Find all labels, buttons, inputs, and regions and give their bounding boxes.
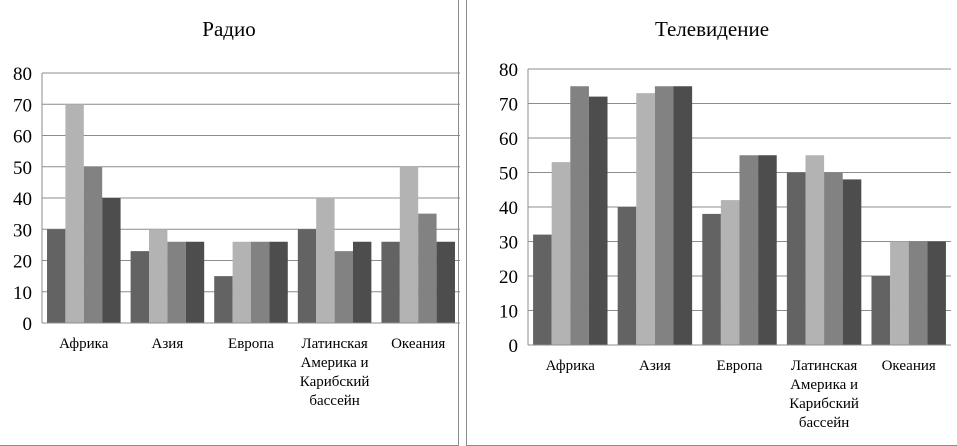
bar [842, 179, 862, 345]
bar [617, 207, 637, 345]
chart-title: Радио [202, 17, 256, 41]
bar [185, 241, 205, 323]
x-tick-label-line: Африка [546, 358, 596, 374]
bar [570, 86, 589, 345]
bar [720, 200, 740, 345]
x-tick-label: Африка [59, 336, 109, 352]
x-tick-label: Океания [882, 358, 936, 374]
y-tick-label: 80 [499, 60, 518, 81]
y-tick-label: 60 [13, 127, 32, 148]
bar [269, 241, 288, 323]
bar [167, 241, 186, 323]
bar [316, 198, 335, 323]
x-tick-label: Латинская Америка и Карибский бассейн [300, 336, 370, 409]
x-tick-label-line: Океания [391, 336, 445, 352]
x-tick-label: Азия [152, 336, 184, 352]
y-tick-label: 60 [499, 129, 518, 150]
y-tick-label: 20 [499, 267, 518, 288]
y-tick-label: 50 [13, 158, 32, 179]
bar [102, 198, 121, 323]
bar [65, 104, 84, 323]
bar [824, 172, 843, 345]
bar [927, 241, 946, 345]
x-tick-label-line: Латинская [301, 336, 367, 352]
chart-panel-tv: Телевидение 0 10 20 30 40 50 60 70 80 Африка Азия Е… [466, 0, 957, 446]
x-tick-label-line: Азия [639, 358, 671, 374]
x-tick-label: Европа [228, 336, 274, 352]
bar [786, 172, 806, 345]
y-tick-label: 70 [499, 95, 518, 116]
x-tick-label-line: Латинская [791, 358, 857, 374]
x-tick-label-line: Азия [152, 336, 184, 352]
bar [334, 251, 353, 323]
x-tick-label-line: бассейн [799, 415, 850, 431]
bar [297, 229, 317, 323]
bar [418, 213, 437, 323]
x-tick-label-line: Европа [228, 336, 274, 352]
bar [47, 229, 66, 323]
bar [551, 162, 571, 345]
bar [533, 234, 552, 345]
x-tick-label: Латинская Америка и Карибский бассейн [789, 358, 859, 431]
y-tick-label: 10 [13, 283, 32, 304]
y-tick-label: 0 [23, 314, 33, 335]
bar [149, 229, 168, 323]
bar [702, 213, 721, 345]
chart-title: Телевидение [654, 17, 770, 41]
y-tick-label: 20 [13, 252, 32, 273]
y-tick-label: 50 [499, 164, 518, 185]
bar [758, 155, 777, 345]
bar [399, 166, 419, 323]
y-tick-label: 70 [13, 95, 32, 116]
y-tick-label: 30 [499, 233, 518, 254]
x-tick-label: Океания [391, 336, 445, 352]
bar [381, 241, 400, 323]
x-tick-label: Азия [639, 358, 671, 374]
x-tick-label-line: Карибский [300, 374, 370, 390]
y-tick-label: 40 [13, 189, 32, 210]
bar [130, 251, 150, 323]
x-tick-label-line: Океания [882, 358, 936, 374]
bar [588, 96, 608, 345]
bar [83, 166, 103, 323]
bar [673, 86, 693, 345]
bar [636, 93, 655, 346]
x-tick-label-line: Карибский [789, 396, 859, 412]
y-tick-label: 0 [509, 336, 519, 357]
y-tick-label: 30 [13, 220, 32, 241]
x-tick-label-line: Европа [717, 358, 763, 374]
bar [654, 86, 674, 345]
bar [251, 241, 270, 323]
bar [232, 241, 251, 323]
x-tick-label: Африка [546, 358, 596, 374]
bar [739, 155, 759, 345]
x-tick-label-line: Африка [59, 336, 109, 352]
bar [871, 276, 891, 345]
bar [890, 241, 909, 345]
x-tick-label-line: Америка и [301, 355, 369, 371]
bar [214, 276, 233, 323]
bar [436, 241, 455, 323]
x-tick-label: Европа [717, 358, 763, 374]
bar [805, 155, 825, 345]
radio-chart: 0 10 20 30 40 50 60 70 80 Африка Азия Европа Латинск… [13, 64, 460, 409]
y-tick-label: 80 [13, 64, 32, 85]
y-tick-label: 40 [499, 198, 518, 219]
y-tick-label: 10 [499, 302, 518, 323]
x-tick-label-line: бассейн [309, 393, 360, 409]
bar [908, 241, 928, 345]
tv-chart: 0 10 20 30 40 50 60 70 80 Африка Азия Европа Латинск… [499, 60, 951, 431]
x-tick-label-line: Америка и [790, 377, 858, 393]
bar [352, 241, 372, 323]
chart-panel-radio: Радио 0 10 20 30 40 50 60 70 80 Африка Азия Европа Л… [0, 0, 460, 446]
